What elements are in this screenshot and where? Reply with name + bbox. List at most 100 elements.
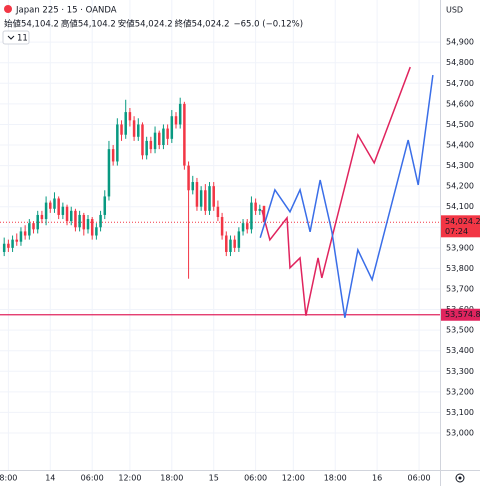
symbol-icon xyxy=(4,5,12,13)
candle-body xyxy=(254,202,257,211)
candle-body xyxy=(208,186,211,211)
ohlc-value: 54,024.2 xyxy=(135,20,173,30)
candle-body xyxy=(258,208,262,211)
candle-body xyxy=(195,182,199,207)
candle-body xyxy=(229,239,232,252)
settings-icon-dot xyxy=(458,476,462,480)
candle-body xyxy=(220,217,224,236)
ohlc-value: 54,024.2 xyxy=(192,20,230,30)
candle-body xyxy=(120,124,123,135)
candle-body xyxy=(32,223,35,230)
chevron-icon xyxy=(7,35,15,40)
ohlc-change: −65.0 (−0.12%) xyxy=(234,20,304,30)
candle-body xyxy=(69,210,73,222)
candle-body xyxy=(2,243,6,252)
currency-label[interactable]: USD xyxy=(446,6,463,15)
candle-body xyxy=(132,120,136,137)
ohlc-value: 54,104.2 xyxy=(21,20,59,30)
candle-body xyxy=(11,239,14,248)
x-tick-label: 12:00 xyxy=(118,474,141,483)
y-tick-label: 54,200 xyxy=(446,182,474,191)
candle-body xyxy=(99,214,102,228)
y-tick-label: 54,600 xyxy=(446,99,474,108)
candle-body xyxy=(233,239,236,248)
candle-body xyxy=(40,214,44,220)
settings-icon[interactable] xyxy=(455,473,465,483)
y-tick-label: 54,300 xyxy=(446,161,474,170)
y-tick-label: 53,300 xyxy=(446,367,474,376)
candle-body xyxy=(49,202,52,209)
candle-body xyxy=(53,198,56,209)
candle-body xyxy=(95,227,98,236)
last-price-label: 54,024.2 xyxy=(445,217,480,226)
x-tick-label: 06:00 xyxy=(81,474,104,483)
x-tick-label: 06:00 xyxy=(408,474,431,483)
candle-body xyxy=(212,186,215,207)
candle-body xyxy=(162,128,165,146)
candle-body xyxy=(245,223,249,230)
candle-body xyxy=(116,124,119,162)
y-tick-label: 53,700 xyxy=(446,284,474,293)
candle-body xyxy=(250,202,253,230)
symbol-title[interactable]: Japan 225 · 15 · OANDA xyxy=(15,6,117,16)
y-tick-label: 54,500 xyxy=(446,120,474,129)
candle-body xyxy=(128,112,132,121)
x-tick-label: 14 xyxy=(45,474,55,483)
last-price-tag xyxy=(441,215,480,238)
candle-body xyxy=(103,196,107,215)
candle-body xyxy=(19,231,23,242)
y-tick-label: 54,800 xyxy=(446,58,474,67)
candle-body xyxy=(174,116,178,125)
axes: 53,00053,10053,20053,30053,40053,50053,6… xyxy=(0,38,480,483)
candle-body xyxy=(225,235,228,252)
candle-body xyxy=(170,116,174,139)
candle-body xyxy=(86,219,90,230)
candle-body xyxy=(145,140,148,156)
ohlc-value: 54,104.2 xyxy=(78,20,116,30)
candle-body xyxy=(241,223,245,232)
candle-body xyxy=(178,103,182,125)
y-tick-label: 53,900 xyxy=(446,243,474,252)
candle-body xyxy=(28,223,31,236)
candle-body xyxy=(57,198,60,215)
y-tick-label: 53,100 xyxy=(446,408,474,417)
y-tick-label: 53,800 xyxy=(446,264,474,273)
ohlc-legend: 始値 54,104.2 高値 54,104.2 安値 54,024.2 終値 54,024.2… xyxy=(4,19,303,30)
plot-area xyxy=(0,0,440,470)
countdown-label: 07:24 xyxy=(445,227,468,236)
candle-body xyxy=(262,205,266,223)
candle-body xyxy=(183,103,186,166)
projection-line xyxy=(259,74,434,318)
y-tick-label: 53,400 xyxy=(446,346,474,355)
indicator-toggle[interactable] xyxy=(2,30,30,45)
x-tick-label: 06:00 xyxy=(244,474,267,483)
candle-body xyxy=(216,206,220,218)
candle-body xyxy=(36,214,39,230)
candle-body xyxy=(153,132,157,150)
candle-body xyxy=(65,206,69,222)
candle-body xyxy=(78,214,81,228)
candle-body xyxy=(107,149,111,197)
candle-body xyxy=(157,132,161,146)
candle-body xyxy=(237,231,241,248)
candle-body xyxy=(204,190,207,211)
ohlc-label: 始値 xyxy=(4,19,22,30)
x-tick-label: 18:00 xyxy=(324,474,347,483)
horizontal-line-tag xyxy=(441,308,480,321)
y-tick-label: 53,500 xyxy=(446,326,474,335)
candle-body xyxy=(111,149,115,162)
ohlc-label: 終値 xyxy=(175,19,193,30)
ohlc-label: 高値 xyxy=(61,19,79,30)
candle-body xyxy=(44,202,48,220)
y-tick-label: 54,700 xyxy=(446,79,474,88)
ohlc-label: 安値 xyxy=(118,19,136,30)
y-tick-label: 54,100 xyxy=(446,202,474,211)
candle-body xyxy=(141,124,144,156)
candle-body xyxy=(82,214,86,230)
y-tick-label: 54,400 xyxy=(446,141,474,150)
candle-body xyxy=(15,239,19,242)
projection-line xyxy=(261,66,411,316)
candle-body xyxy=(124,112,127,135)
x-tick-label: 18:00 xyxy=(160,474,183,483)
